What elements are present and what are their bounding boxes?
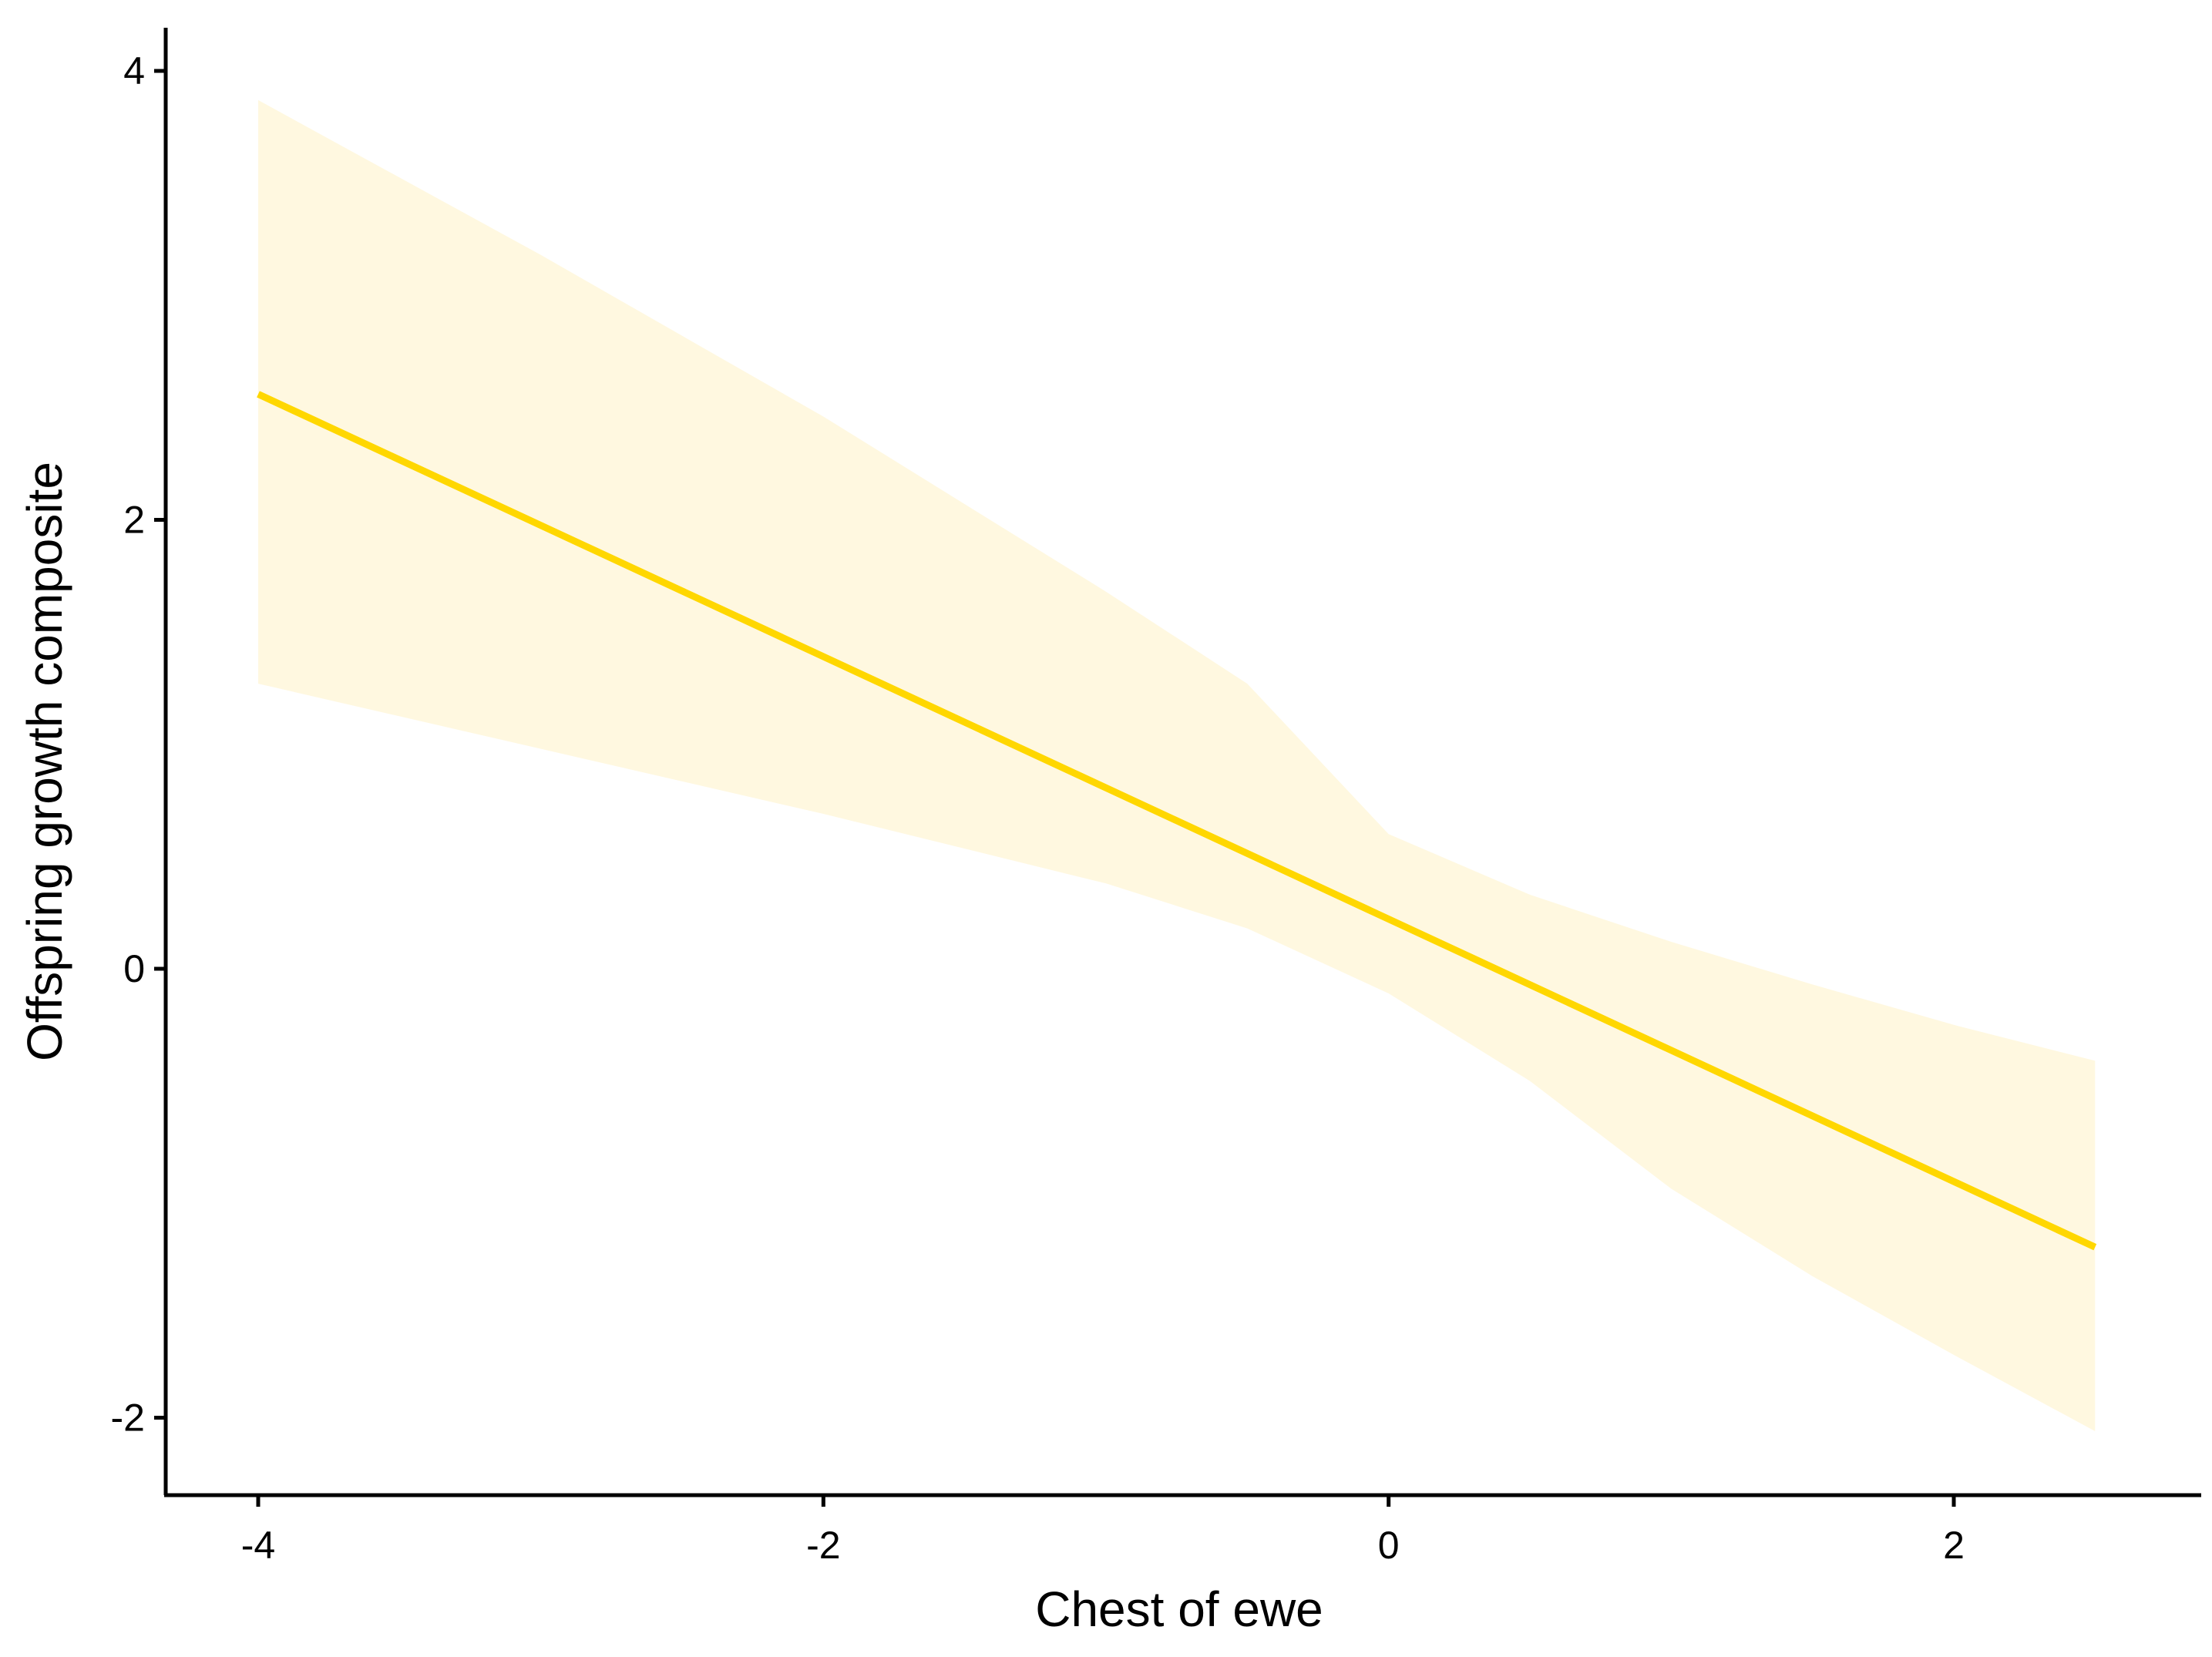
x-axis-title: Chest of ewe	[1035, 1581, 1323, 1637]
x-tick-label: 0	[1378, 1524, 1400, 1567]
y-axis-title: Offspring growth composite	[17, 462, 72, 1061]
x-tick-label: -2	[806, 1524, 840, 1567]
y-tick-label: 2	[123, 499, 145, 542]
confidence-band	[258, 99, 2096, 1431]
y-tick-label: 0	[123, 947, 145, 990]
ticks: -4 -2 0 2 -2 0 2 4	[111, 49, 1965, 1567]
fit-line	[257, 391, 2097, 1251]
x-tick-label: -4	[241, 1524, 275, 1567]
confidence-band-layer	[258, 99, 2096, 1431]
y-tick-label: 4	[123, 49, 145, 92]
y-tick-label: -2	[111, 1397, 145, 1440]
x-tick-label: 2	[1943, 1524, 1965, 1567]
fit-line-layer	[257, 391, 2097, 1251]
axes	[163, 28, 2201, 1497]
